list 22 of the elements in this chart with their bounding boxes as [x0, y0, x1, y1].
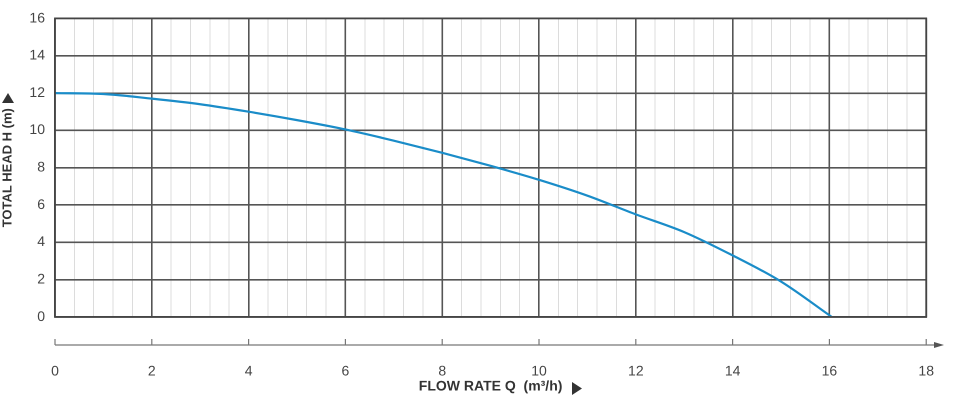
y-tick-label: 4 — [37, 233, 46, 250]
x-tick-label: 12 — [628, 362, 644, 378]
x-tick-label: 16 — [822, 362, 838, 378]
y-tick-label: 6 — [37, 196, 46, 212]
x-tick-label: 8 — [438, 362, 446, 378]
x-tick-label: 2 — [148, 362, 156, 378]
x-tick-label: 18 — [918, 362, 934, 378]
x-tick-label: 14 — [724, 362, 741, 378]
y-tick-label: 2 — [37, 270, 46, 287]
y-tick-label: 16 — [29, 9, 46, 26]
x-tick-label: 6 — [342, 362, 350, 378]
line-series — [55, 92, 833, 317]
y-tick-label: 12 — [29, 84, 46, 100]
x-tick-label: 10 — [531, 362, 548, 378]
y-tick-label: 0 — [37, 308, 46, 324]
x-axis-title: FLOW RATE Q (m³/h) — [418, 377, 562, 394]
y-tick-label: 8 — [37, 158, 46, 175]
y-axis-title: TOTAL HEAD H (m) — [0, 108, 14, 228]
x-tick-label: 0 — [51, 362, 60, 378]
x-tick-label: 4 — [244, 362, 253, 378]
y-tick-label: 10 — [29, 121, 46, 138]
y-tick-label: 14 — [29, 46, 46, 63]
